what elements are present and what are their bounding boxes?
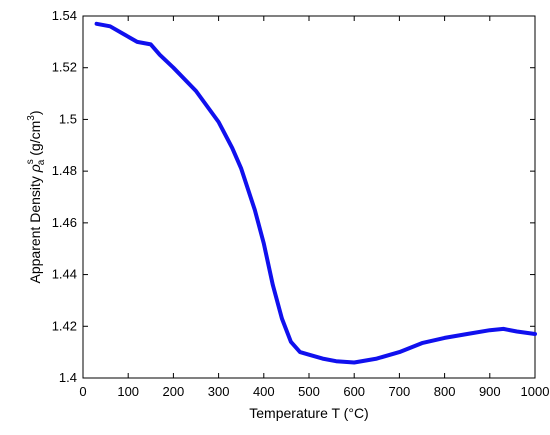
x-tick-label: 800: [434, 384, 456, 399]
y-axis-title-unit-superscript: 3: [26, 115, 37, 121]
y-tick-label: 1.44: [52, 267, 77, 282]
x-tick-label: 500: [298, 384, 320, 399]
y-axis-title-prefix: Apparent Density: [27, 172, 43, 283]
x-tick-label: 700: [389, 384, 411, 399]
y-axis-title-superscript: s: [25, 159, 36, 164]
y-axis-title: Apparent Density ρsa (g/cm3): [25, 110, 47, 283]
x-tick-label: 600: [343, 384, 365, 399]
y-axis-title-subscript: a: [36, 159, 47, 165]
y-axis-title-unit-start: (g/cm: [27, 121, 43, 160]
plot-frame: [82, 15, 536, 379]
y-tick-label: 1.48: [52, 163, 77, 178]
y-tick-label: 1.4: [59, 370, 77, 385]
x-tick-label: 100: [117, 384, 139, 399]
x-axis: 0 100 200 300 400 500 600 700 800 900 1000: [79, 16, 549, 399]
x-tick-label: 1000: [521, 384, 550, 399]
x-tick-label: 0: [79, 384, 86, 399]
x-tick-label: 300: [208, 384, 230, 399]
y-tick-label: 1.52: [52, 60, 77, 75]
y-tick-label: 1.42: [52, 318, 77, 333]
y-axis: 1.4 1.42 1.44 1.46 1.48 1.5 1.52 1.54: [52, 8, 535, 385]
x-tick-label: 900: [479, 384, 501, 399]
y-axis-title-symbol: ρ: [27, 164, 43, 173]
series-line: [94, 21, 537, 365]
x-axis-title: Temperature T (°C): [249, 405, 368, 421]
y-tick-label: 1.54: [52, 8, 77, 23]
y-axis-title-unit-end: ): [27, 110, 43, 115]
y-tick-label: 1.5: [59, 111, 77, 126]
series-layer: [94, 21, 537, 365]
x-tick-label: 400: [253, 384, 275, 399]
x-tick-label: 200: [163, 384, 185, 399]
y-tick-label: 1.46: [52, 215, 77, 230]
